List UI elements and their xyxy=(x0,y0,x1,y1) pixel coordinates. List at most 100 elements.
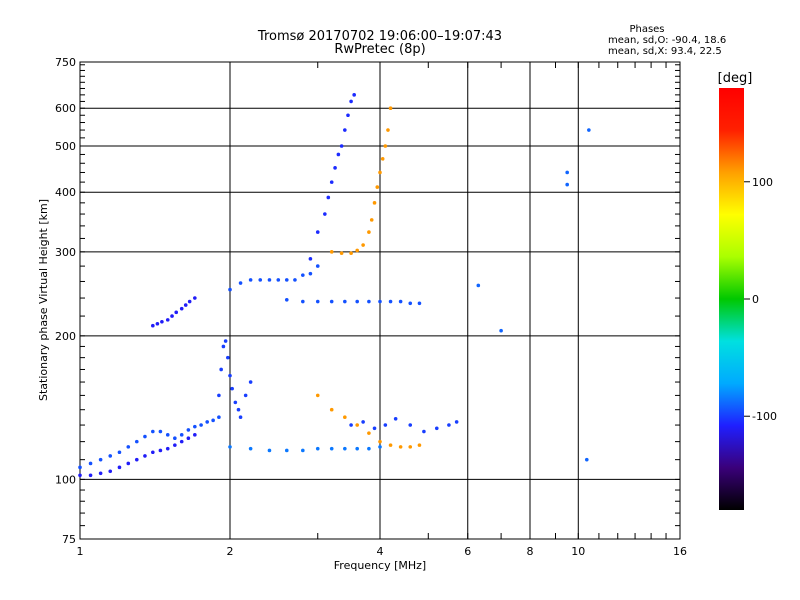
data-point xyxy=(134,439,139,444)
data-point xyxy=(329,299,334,304)
data-point xyxy=(367,431,371,435)
data-point xyxy=(186,436,191,441)
data-point xyxy=(326,195,331,200)
data-point xyxy=(228,445,232,449)
data-point xyxy=(339,251,344,256)
x-tick-label: 4 xyxy=(377,545,384,558)
data-point xyxy=(165,318,170,322)
data-point xyxy=(183,303,188,307)
data-points xyxy=(78,93,591,478)
data-point xyxy=(126,445,131,449)
x-tick-label: 2 xyxy=(227,545,234,558)
data-point xyxy=(388,443,393,447)
data-point xyxy=(408,301,413,306)
data-point xyxy=(193,433,197,437)
data-point xyxy=(243,393,248,398)
data-point xyxy=(179,306,184,311)
data-point xyxy=(343,446,347,451)
data-point xyxy=(170,314,174,318)
data-point xyxy=(267,448,272,453)
y-tick-label: 100 xyxy=(55,473,76,486)
data-point xyxy=(333,166,337,170)
data-point xyxy=(199,423,203,427)
data-point xyxy=(165,446,170,451)
data-point xyxy=(158,429,163,434)
data-point xyxy=(375,185,380,189)
chart-subtitle: RwPretec (8p) xyxy=(334,42,425,57)
data-point xyxy=(398,445,403,449)
data-point xyxy=(329,407,334,412)
data-point xyxy=(367,230,371,234)
data-point xyxy=(301,299,305,304)
data-point xyxy=(329,250,334,254)
data-point xyxy=(422,429,426,434)
data-point xyxy=(219,367,223,372)
data-point xyxy=(284,297,289,302)
colorbar-ticks: 100 0 -100 xyxy=(744,176,777,423)
data-point xyxy=(267,278,272,282)
data-point xyxy=(378,439,382,444)
data-point xyxy=(434,426,439,431)
x-tick-label: 6 xyxy=(464,545,471,558)
data-point xyxy=(369,218,374,222)
data-point xyxy=(447,423,451,427)
chart-title: Tromsø 20170702 19:06:00–19:07:43 xyxy=(257,29,502,44)
data-point xyxy=(329,446,334,451)
data-point xyxy=(248,278,253,282)
data-point xyxy=(408,423,413,427)
data-point xyxy=(388,106,393,111)
data-point xyxy=(315,393,320,398)
data-point xyxy=(78,465,82,470)
data-point xyxy=(378,445,382,449)
data-point xyxy=(217,393,221,398)
y-tick-label: 750 xyxy=(55,56,76,69)
data-point xyxy=(361,420,365,424)
data-point xyxy=(355,299,359,304)
data-point xyxy=(88,461,93,466)
data-point xyxy=(301,273,305,277)
data-point xyxy=(284,448,289,453)
data-point xyxy=(173,443,177,447)
data-point xyxy=(223,339,228,343)
y-tick-label: 500 xyxy=(55,140,76,153)
data-point xyxy=(380,157,385,161)
y-tick-label: 75 xyxy=(62,533,76,546)
data-point xyxy=(226,355,230,360)
data-point xyxy=(417,301,422,306)
x-tick-label: 8 xyxy=(527,545,534,558)
data-point xyxy=(367,446,371,451)
data-point xyxy=(248,446,253,451)
data-point xyxy=(352,93,356,97)
data-point xyxy=(233,400,238,405)
colorbar-tick-label: 0 xyxy=(752,293,759,306)
data-point xyxy=(393,416,398,421)
data-point xyxy=(155,321,160,326)
data-point xyxy=(151,429,155,434)
data-point xyxy=(343,415,347,420)
data-point xyxy=(165,433,170,437)
data-point xyxy=(383,144,388,148)
data-point xyxy=(361,243,365,247)
data-point xyxy=(315,230,320,234)
data-point xyxy=(343,128,347,132)
data-point xyxy=(372,201,377,205)
data-point xyxy=(143,454,147,458)
colorbar-tick-label: -100 xyxy=(752,410,777,423)
data-point xyxy=(584,457,589,462)
data-point xyxy=(151,450,155,455)
data-point xyxy=(408,445,413,449)
data-point xyxy=(323,212,327,216)
data-point xyxy=(217,415,221,420)
data-point xyxy=(355,446,359,451)
data-point xyxy=(565,170,569,175)
data-point xyxy=(151,323,155,328)
data-point xyxy=(315,299,320,304)
data-point xyxy=(238,415,243,420)
data-point xyxy=(258,278,263,282)
data-point xyxy=(98,457,103,462)
data-point xyxy=(417,443,422,447)
data-point xyxy=(587,128,591,132)
colorbar-label: [deg] xyxy=(718,71,753,86)
data-point xyxy=(179,433,184,437)
data-point xyxy=(339,144,344,148)
